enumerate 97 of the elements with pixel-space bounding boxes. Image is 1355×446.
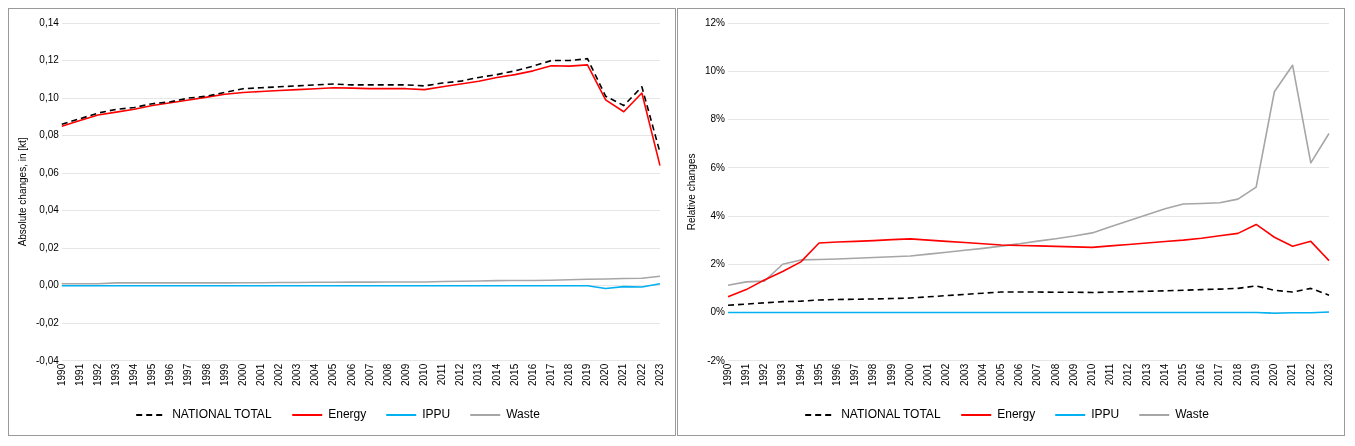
x-tick-label: 2015 bbox=[1177, 363, 1189, 386]
y-tick-label: 0,00 bbox=[39, 279, 60, 291]
x-tick-label: 1993 bbox=[776, 363, 788, 386]
x-tick-label: 2004 bbox=[976, 363, 988, 386]
x-tick-label: 1998 bbox=[867, 363, 879, 386]
y-axis-title: Relative changes bbox=[685, 153, 697, 231]
x-tick-label: 2022 bbox=[1304, 363, 1316, 386]
legend-label: Energy bbox=[328, 407, 367, 422]
x-tick-label: 2018 bbox=[563, 363, 575, 386]
x-tick-label: 2010 bbox=[418, 363, 430, 386]
x-tick-label: 2013 bbox=[472, 363, 484, 386]
legend-label: IPPU bbox=[422, 407, 451, 422]
x-tick-label: 1990 bbox=[55, 363, 67, 386]
x-tick-label: 1993 bbox=[109, 363, 121, 386]
x-tick-label: 2016 bbox=[526, 363, 538, 386]
x-tick-label: 1992 bbox=[758, 363, 770, 386]
x-tick-label: 2010 bbox=[1086, 363, 1097, 386]
x-tick-label: 2018 bbox=[1231, 363, 1243, 386]
x-tick-label: 1990 bbox=[721, 363, 733, 386]
y-tick-label: 6% bbox=[710, 161, 726, 173]
x-tick-label: 2013 bbox=[1140, 363, 1152, 386]
y-tick-label: 8% bbox=[710, 113, 726, 125]
x-tick-label: 2002 bbox=[940, 363, 952, 386]
x-tick-label: 1996 bbox=[164, 363, 176, 386]
x-tick-label: 2003 bbox=[291, 363, 303, 386]
x-tick-label: 1992 bbox=[91, 363, 103, 386]
x-tick-label: 2000 bbox=[236, 363, 248, 386]
x-tick-label: 2009 bbox=[1067, 363, 1079, 386]
x-tick-label: 1996 bbox=[831, 363, 843, 386]
x-tick-label: 2006 bbox=[345, 363, 357, 386]
legend-label: Energy bbox=[997, 407, 1036, 422]
x-tick-label: 2004 bbox=[309, 363, 321, 386]
y-tick-label: 0% bbox=[710, 306, 726, 318]
x-tick-label: 2021 bbox=[1286, 363, 1298, 386]
x-tick-label: 2011 bbox=[1104, 363, 1116, 386]
y-tick-label: -0,04 bbox=[36, 354, 60, 366]
y-tick-label: -0,02 bbox=[36, 316, 60, 328]
x-tick-label: 2014 bbox=[490, 363, 502, 386]
y-tick-label: 0,14 bbox=[39, 16, 60, 28]
x-tick-label: 1995 bbox=[812, 363, 824, 386]
y-axis-title: Absolute changes, in [kt] bbox=[16, 137, 28, 247]
x-tick-label: 2020 bbox=[1268, 363, 1280, 386]
x-tick-label: 1997 bbox=[182, 363, 194, 386]
x-tick-label: 1997 bbox=[849, 363, 861, 386]
legend-label: NATIONAL TOTAL bbox=[172, 407, 272, 422]
legend-label: IPPU bbox=[1091, 407, 1120, 422]
y-tick-label: 10% bbox=[705, 65, 726, 76]
x-tick-label: 2011 bbox=[436, 363, 448, 386]
legend-label: Waste bbox=[506, 407, 541, 422]
x-tick-label: 2012 bbox=[1122, 363, 1134, 386]
x-tick-label: 2000 bbox=[903, 363, 915, 386]
y-tick-label: 0,10 bbox=[39, 91, 60, 103]
line-series bbox=[727, 285, 1330, 307]
y-tick-label: 0,12 bbox=[39, 54, 60, 66]
x-tick-label: 2008 bbox=[1049, 363, 1061, 386]
y-tick-label: 12% bbox=[705, 16, 726, 28]
x-tick-label: 2015 bbox=[508, 363, 520, 386]
x-tick-label: 2017 bbox=[544, 363, 556, 386]
x-tick-label: 1994 bbox=[794, 363, 806, 386]
x-tick-label: 2006 bbox=[1013, 363, 1025, 386]
x-tick-label: 2007 bbox=[1031, 363, 1043, 386]
x-tick-label: 2016 bbox=[1195, 363, 1207, 386]
x-tick-label: 2022 bbox=[635, 363, 647, 386]
x-tick-label: 1998 bbox=[200, 363, 212, 386]
x-tick-label: 1994 bbox=[128, 363, 140, 386]
x-tick-label: 2020 bbox=[599, 363, 611, 386]
x-tick-label: 1999 bbox=[885, 363, 897, 386]
x-tick-label: 2014 bbox=[1158, 363, 1170, 386]
x-tick-label: 2021 bbox=[617, 363, 629, 386]
y-tick-label: 0,04 bbox=[39, 204, 60, 216]
x-tick-label: 1991 bbox=[73, 363, 85, 386]
x-tick-label: 2019 bbox=[1249, 363, 1261, 386]
x-tick-label: 2001 bbox=[254, 363, 266, 386]
y-tick-label: 2% bbox=[710, 258, 726, 269]
x-tick-label: 2023 bbox=[1322, 363, 1334, 386]
x-tick-label: 2008 bbox=[381, 363, 393, 386]
x-tick-label: 1995 bbox=[146, 363, 158, 386]
x-tick-label: 2017 bbox=[1213, 363, 1225, 386]
y-tick-label: 0,08 bbox=[39, 129, 60, 141]
x-tick-label: 1991 bbox=[739, 363, 751, 386]
x-tick-label: 2023 bbox=[653, 363, 665, 386]
x-tick-label: 2019 bbox=[581, 363, 593, 386]
x-tick-label: 2002 bbox=[273, 363, 285, 386]
x-tick-label: 2005 bbox=[994, 363, 1006, 386]
y-tick-label: 0,02 bbox=[39, 241, 60, 253]
legend-label: NATIONAL TOTAL bbox=[841, 407, 941, 422]
y-tick-label: -2% bbox=[707, 354, 726, 366]
x-tick-label: 2012 bbox=[454, 363, 466, 386]
x-tick-label: 2003 bbox=[958, 363, 970, 386]
legend-label: Waste bbox=[1175, 407, 1210, 422]
y-tick-label: 4% bbox=[710, 209, 726, 221]
x-tick-label: 2009 bbox=[399, 363, 411, 386]
x-tick-label: 1999 bbox=[218, 363, 230, 386]
x-tick-label: 2005 bbox=[327, 363, 339, 386]
x-tick-label: 2007 bbox=[363, 363, 375, 386]
x-tick-label: 2001 bbox=[922, 363, 934, 386]
y-tick-label: 0,06 bbox=[39, 166, 60, 178]
